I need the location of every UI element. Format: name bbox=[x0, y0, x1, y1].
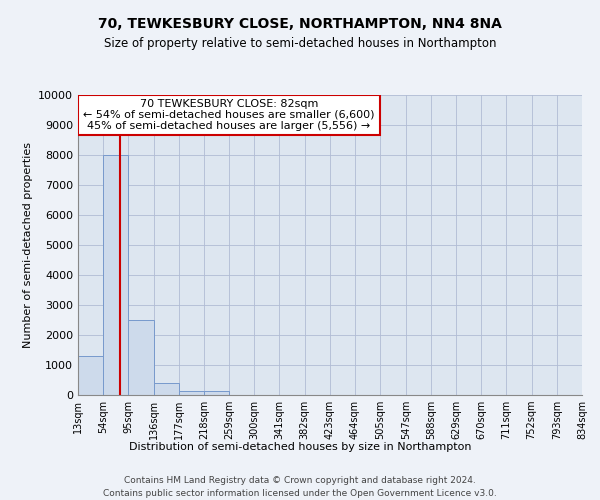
Bar bbox=[103, 155, 128, 395]
Bar bbox=[78, 356, 103, 395]
Bar bbox=[179, 390, 204, 395]
Bar bbox=[154, 383, 179, 395]
Bar bbox=[128, 320, 154, 395]
Text: 45% of semi-detached houses are larger (5,556) →: 45% of semi-detached houses are larger (… bbox=[88, 121, 371, 131]
Text: ← 54% of semi-detached houses are smaller (6,600): ← 54% of semi-detached houses are smalle… bbox=[83, 110, 375, 120]
Text: Contains public sector information licensed under the Open Government Licence v3: Contains public sector information licen… bbox=[103, 489, 497, 498]
Text: 70, TEWKESBURY CLOSE, NORTHAMPTON, NN4 8NA: 70, TEWKESBURY CLOSE, NORTHAMPTON, NN4 8… bbox=[98, 18, 502, 32]
Text: Distribution of semi-detached houses by size in Northampton: Distribution of semi-detached houses by … bbox=[129, 442, 471, 452]
Bar bbox=[204, 390, 229, 395]
Bar bbox=[78, 95, 380, 134]
Text: 70 TEWKESBURY CLOSE: 82sqm: 70 TEWKESBURY CLOSE: 82sqm bbox=[140, 98, 318, 108]
Text: Size of property relative to semi-detached houses in Northampton: Size of property relative to semi-detach… bbox=[104, 38, 496, 51]
Y-axis label: Number of semi-detached properties: Number of semi-detached properties bbox=[23, 142, 32, 348]
Text: Contains HM Land Registry data © Crown copyright and database right 2024.: Contains HM Land Registry data © Crown c… bbox=[124, 476, 476, 485]
